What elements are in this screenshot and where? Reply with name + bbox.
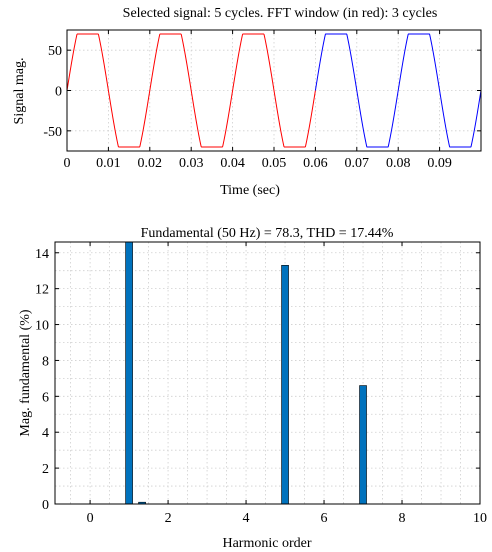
harmonic-chart-grid [55, 242, 480, 504]
harmonic-chart-ytick-label: 8 [42, 354, 49, 369]
signal-chart-xtick-label: 0.04 [220, 156, 245, 171]
signal-chart-xtick-label: 0 [64, 156, 71, 171]
signal-chart-ytick-label: 50 [48, 44, 62, 59]
signal-chart-xlabel: Time (sec) [220, 183, 280, 198]
signal-chart-xtick-label: 0.02 [138, 156, 163, 171]
harmonic-chart-xtick-label: 2 [165, 511, 172, 526]
harmonic-chart-ytick-label: 10 [35, 319, 49, 334]
signal-chart-xtick-label: 0.08 [386, 156, 411, 171]
harmonic-chart-yticks: 0 2 4 6 8 10 12 14 [35, 247, 480, 513]
harmonic-chart-xtick-label: 4 [243, 511, 250, 526]
signal-chart-lines [66, 33, 482, 148]
harmonic-chart-ytick-label: 2 [42, 462, 49, 477]
harmonic-chart-ytick-label: 12 [35, 283, 49, 298]
signal-chart-xtick-label: 0.09 [427, 156, 452, 171]
harmonic-chart-xtick-label: 0 [87, 511, 94, 526]
signal-chart-xtick-label: 0.07 [345, 156, 370, 171]
signal-chart-ytick-label: 0 [55, 85, 62, 100]
harmonic-chart-xlabel: Harmonic order [222, 536, 311, 551]
signal-chart-ylabel: Signal mag. [12, 58, 27, 125]
signal-chart-xtick-label: 0.01 [96, 156, 121, 171]
harmonic-chart-ytick-label: 6 [42, 390, 49, 405]
signal-chart-title: Selected signal: 5 cycles. FFT window (i… [123, 6, 438, 21]
signal-series-fft-window [66, 33, 316, 148]
signal-chart-xticks: 0 0.01 0.02 0.03 0.04 0.05 0.06 0.07 0.08 0.09 [64, 30, 452, 171]
harmonic-bar [125, 241, 133, 505]
harmonic-chart-xticks: 0 2 4 6 8 10 [87, 242, 487, 526]
harmonic-chart-ytick-label: 0 [42, 498, 49, 513]
harmonic-chart-bars [125, 241, 367, 505]
harmonic-chart-xtick-label: 6 [321, 511, 328, 526]
signal-chart-ytick-label: -50 [43, 125, 62, 140]
signal-chart-xtick-label: 0.03 [179, 156, 204, 171]
signal-chart: Selected signal: 5 cycles. FFT window (i… [12, 6, 482, 198]
harmonic-chart-xtick-label: 10 [473, 511, 487, 526]
harmonic-chart-title: Fundamental (50 Hz) = 78.3, THD = 17.44% [141, 226, 394, 241]
harmonic-chart-ytick-label: 14 [35, 247, 49, 262]
harmonic-chart-ylabel: Mag. fundamental (%) [18, 309, 33, 436]
signal-chart-xtick-label: 0.06 [303, 156, 328, 171]
harmonic-bar [359, 385, 367, 505]
signal-series-remaining [314, 33, 482, 148]
harmonic-chart-frame [54, 241, 481, 505]
harmonic-chart-ytick-label: 4 [42, 426, 49, 441]
harmonic-bar [281, 265, 289, 505]
harmonic-chart: Fundamental (50 Hz) = 78.3, THD = 17.44%… [18, 226, 487, 551]
signal-chart-xtick-label: 0.05 [262, 156, 287, 171]
harmonic-chart-xtick-label: 8 [399, 511, 406, 526]
signal-chart-yticks: -50 0 50 [43, 44, 481, 140]
